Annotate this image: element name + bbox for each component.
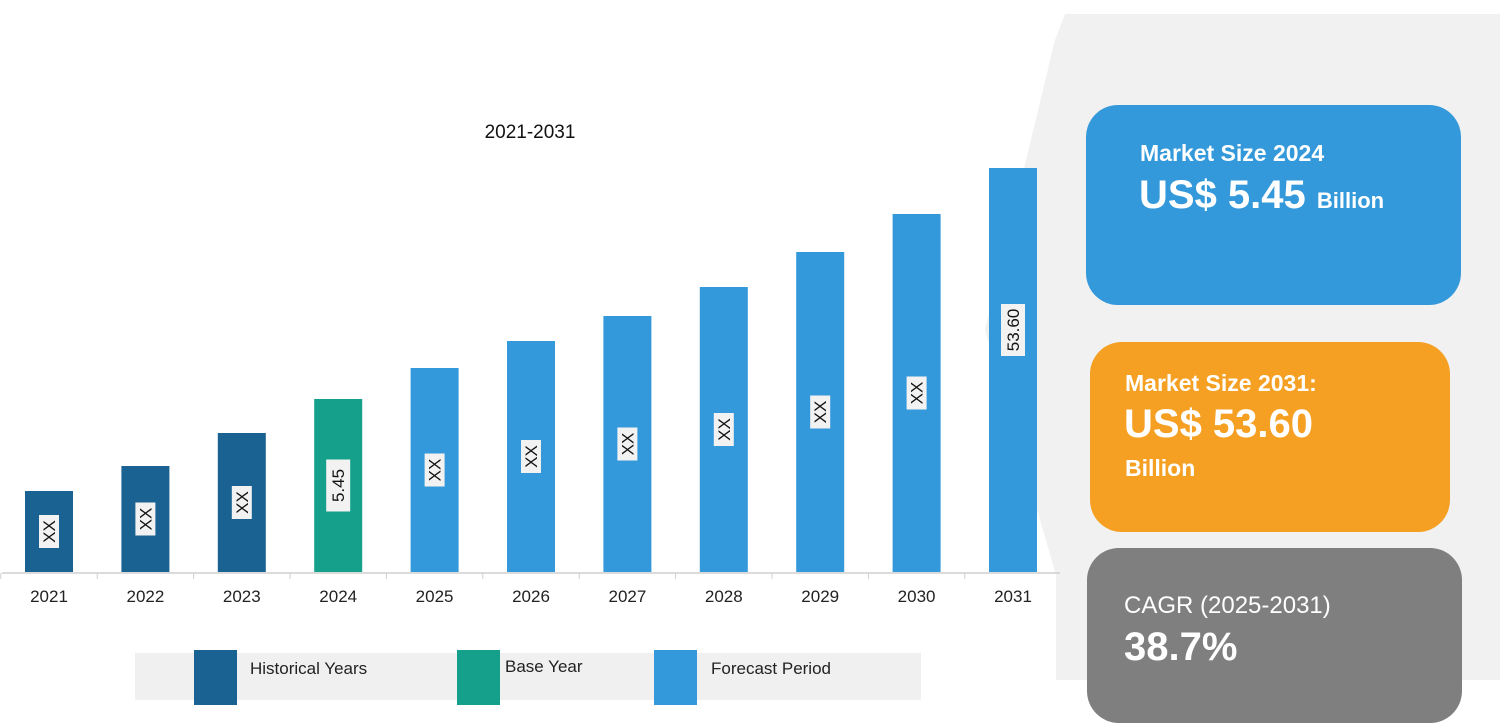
card-value: 38.7%: [1124, 625, 1238, 669]
x-tick-label: 2023: [223, 587, 261, 606]
legend: [135, 653, 921, 700]
x-tick-label: 2025: [416, 587, 454, 606]
data-label-text: 53.60: [1004, 309, 1023, 352]
unit-text: Billion: [1316, 188, 1385, 213]
data-label-2022: XX: [135, 502, 156, 536]
data-label-2025: XX: [424, 453, 445, 487]
value-text: US$ 5.45: [1139, 173, 1306, 217]
data-label-2026: XX: [521, 440, 541, 473]
market-size-2031-card: Market Size 2031: US$ 53.60 Billion: [1090, 342, 1450, 532]
x-tick-label: 2024: [319, 587, 357, 606]
x-tick-label: 2022: [126, 587, 164, 606]
legend-label-base: Base Year: [505, 657, 583, 676]
data-label-2029: XX: [810, 395, 831, 429]
data-label-2023: XX: [231, 486, 252, 519]
x-tick-label: 2030: [898, 587, 936, 606]
data-label-text: XX: [715, 418, 734, 441]
data-label-text: XX: [908, 382, 927, 405]
market-size-2024-card: Market Size 2024 US$ 5.45 Billion: [1086, 105, 1461, 305]
data-label-2031: 53.60: [1001, 304, 1025, 356]
data-label-text: XX: [136, 508, 155, 531]
legend-swatch-historical: [194, 650, 237, 705]
card-title: Market Size 2024: [1140, 140, 1325, 166]
x-tick-label: 2031: [994, 587, 1032, 606]
data-label-text: XX: [40, 520, 59, 543]
data-label-text: XX: [426, 459, 445, 482]
data-label-2030: XX: [906, 376, 927, 410]
data-label-text: XX: [811, 401, 830, 424]
data-label-2027: XX: [617, 427, 638, 461]
card-title: Market Size 2031:: [1125, 370, 1317, 396]
card-title: CAGR (2025-2031): [1124, 592, 1331, 619]
legend-swatch-forecast: [654, 650, 697, 705]
bar-2031: [989, 168, 1037, 572]
x-tick-label: 2029: [801, 587, 839, 606]
legend-label-historical: Historical Years: [250, 659, 368, 678]
data-label-text: 5.45: [329, 469, 348, 502]
x-tick-label: 2021: [30, 587, 68, 606]
card-value: US$ 5.45 Billion: [1139, 173, 1384, 218]
data-label-2021: XX: [39, 515, 59, 548]
x-tick-label: 2028: [705, 587, 743, 606]
chart-title: 2021-2031: [484, 122, 576, 143]
data-label-text: XX: [233, 491, 252, 514]
x-tick-label: 2026: [512, 587, 550, 606]
data-label-text: XX: [522, 445, 541, 468]
bar-chart: XX 2021 XX 2022 XX 2023 5.45 2024 XX 2025 XX 2026 XX…: [0, 168, 1060, 606]
legend-swatch-base: [457, 650, 500, 705]
legend-label-forecast: Forecast Period: [711, 659, 831, 678]
data-label-2028: XX: [713, 413, 734, 446]
card-value: US$ 53.60: [1124, 402, 1314, 446]
data-label-2024: 5.45: [326, 459, 351, 512]
cagr-card: CAGR (2025-2031) 38.7%: [1087, 548, 1462, 723]
x-tick-label: 2027: [608, 587, 646, 606]
data-label-text: XX: [618, 433, 637, 456]
card-unit: Billion: [1125, 455, 1196, 481]
